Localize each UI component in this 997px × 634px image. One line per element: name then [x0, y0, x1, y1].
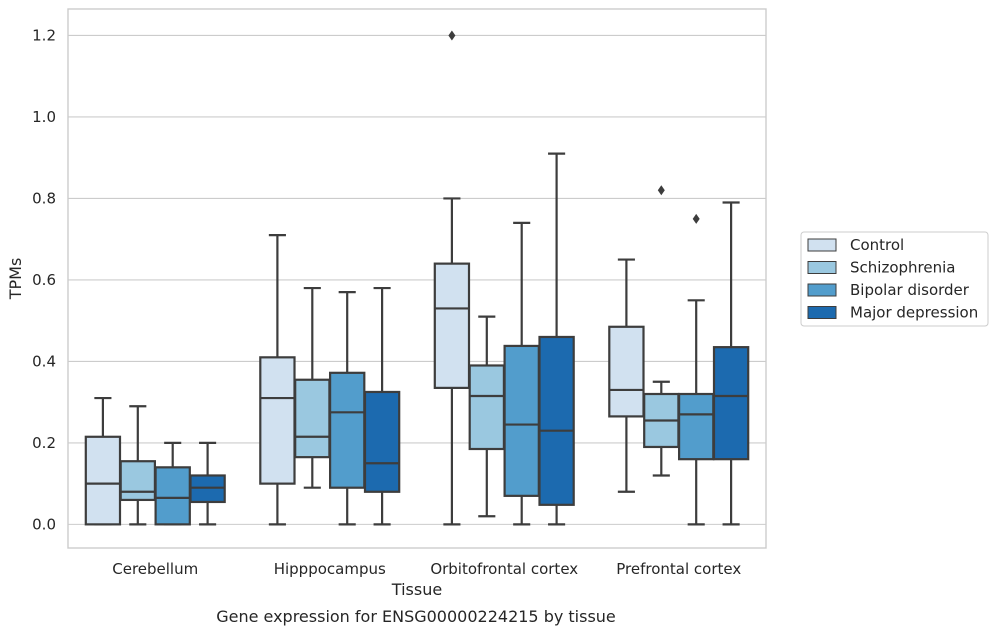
box-orbitofrontal-cortex-control	[433, 30, 471, 526]
x-tick-label: Orbitofrontal cortex	[430, 560, 578, 578]
box-iqr	[294, 378, 331, 459]
y-tick-label: 0.0	[32, 515, 56, 533]
box-hipppocampus-schizophrenia	[294, 286, 331, 489]
legend-swatch-major-depression	[807, 306, 837, 319]
box-iqr	[433, 262, 471, 389]
legend-label-major-depression: Major depression	[850, 304, 978, 322]
outlier-point	[692, 213, 700, 224]
box-cerebellum-major-depression	[189, 441, 226, 526]
x-axis-label: Tissue	[391, 580, 442, 599]
box-iqr	[154, 466, 191, 526]
legend-label-bipolar-disorder: Bipolar disorder	[850, 281, 970, 299]
y-tick-labels: 0.0 0.2 0.4 0.6 0.8 1.0 1.2	[32, 26, 56, 533]
y-axis-label: TPMs	[6, 258, 25, 301]
figure-caption: Gene expression for ENSG00000224215 by t…	[216, 607, 616, 626]
y-tick-label: 0.2	[32, 434, 56, 452]
box-iqr	[538, 335, 575, 506]
box-plots	[84, 30, 750, 526]
box-cerebellum-schizophrenia	[119, 405, 157, 526]
box-prefrontal-cortex-bipolar-disorder	[677, 213, 715, 526]
legend: Control Schizophrenia Bipolar disorder Majo…	[800, 231, 989, 327]
legend-frame	[800, 231, 989, 327]
y-tick-label: 0.6	[32, 271, 56, 289]
box-iqr	[84, 435, 122, 526]
box-iqr	[468, 364, 506, 451]
y-tick-label: 0.8	[32, 189, 56, 207]
legend-label-schizophrenia: Schizophrenia	[850, 259, 955, 277]
outlier-point	[657, 185, 665, 196]
box-hipppocampus-major-depression	[363, 286, 401, 526]
x-tick-labels: Cerebellum Hipppocampus Orbitofrontal cort…	[112, 560, 741, 578]
box-iqr	[608, 325, 645, 418]
legend-swatch-schizophrenia	[807, 261, 837, 274]
x-tick-label: Cerebellum	[112, 560, 198, 578]
box-cerebellum-control	[84, 396, 122, 526]
box-prefrontal-cortex-control	[608, 258, 645, 493]
box-orbitofrontal-cortex-bipolar-disorder	[503, 221, 540, 526]
legend-swatch-bipolar-disorder	[807, 283, 837, 297]
box-orbitofrontal-cortex-major-depression	[538, 152, 575, 526]
plot-area-frame	[67, 8, 767, 549]
box-hipppocampus-control	[259, 234, 296, 526]
x-tick-label: Hipppocampus	[274, 560, 386, 578]
box-iqr	[712, 346, 750, 461]
box-hipppocampus-bipolar-disorder	[328, 291, 366, 526]
box-iqr	[328, 371, 366, 489]
box-iqr	[259, 356, 296, 485]
legend-swatch-control	[807, 238, 837, 252]
box-iqr	[363, 390, 401, 493]
y-tick-label: 1.0	[32, 108, 56, 126]
box-iqr	[677, 392, 715, 461]
grid-lines	[68, 34, 766, 525]
x-tick-label: Prefrontal cortex	[616, 560, 741, 578]
box-iqr	[119, 460, 157, 502]
legend-label-control: Control	[850, 236, 904, 254]
box-prefrontal-cortex-schizophrenia	[643, 185, 680, 477]
y-tick-label: 1.2	[32, 26, 56, 44]
box-orbitofrontal-cortex-schizophrenia	[468, 315, 506, 518]
outlier-point	[448, 30, 456, 41]
box-iqr	[503, 344, 540, 497]
y-tick-label: 0.4	[32, 352, 56, 370]
box-prefrontal-cortex-major-depression	[712, 201, 750, 526]
box-cerebellum-bipolar-disorder	[154, 441, 191, 526]
